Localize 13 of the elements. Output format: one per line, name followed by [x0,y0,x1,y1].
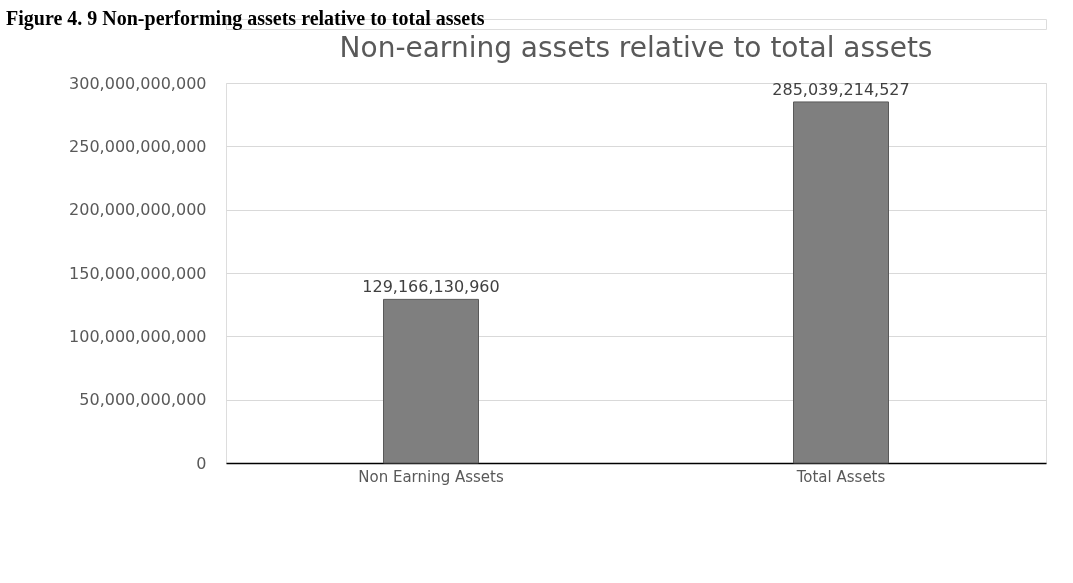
y-tick-label: 150,000,000,000 [69,263,207,283]
x-tick-label: Non Earning Assets [358,467,504,486]
y-tick-label: 0 [196,453,207,473]
data-label: 285,039,214,527 [772,79,910,99]
y-tick-label: 200,000,000,000 [69,200,207,220]
y-tick-label: 100,000,000,000 [69,326,207,346]
y-tick-label: 250,000,000,000 [69,136,207,156]
y-tick-label: 50,000,000,000 [79,390,207,410]
chart-title: Non-earning assets relative to total assets [339,31,933,64]
data-label: 129,166,130,960 [362,277,500,297]
x-tick-label: Total Assets [795,467,886,486]
caption: Figure 4. 9 Non-performing assets relative to total assets [6,7,485,30]
y-tick-label: 300,000,000,000 [69,73,207,93]
